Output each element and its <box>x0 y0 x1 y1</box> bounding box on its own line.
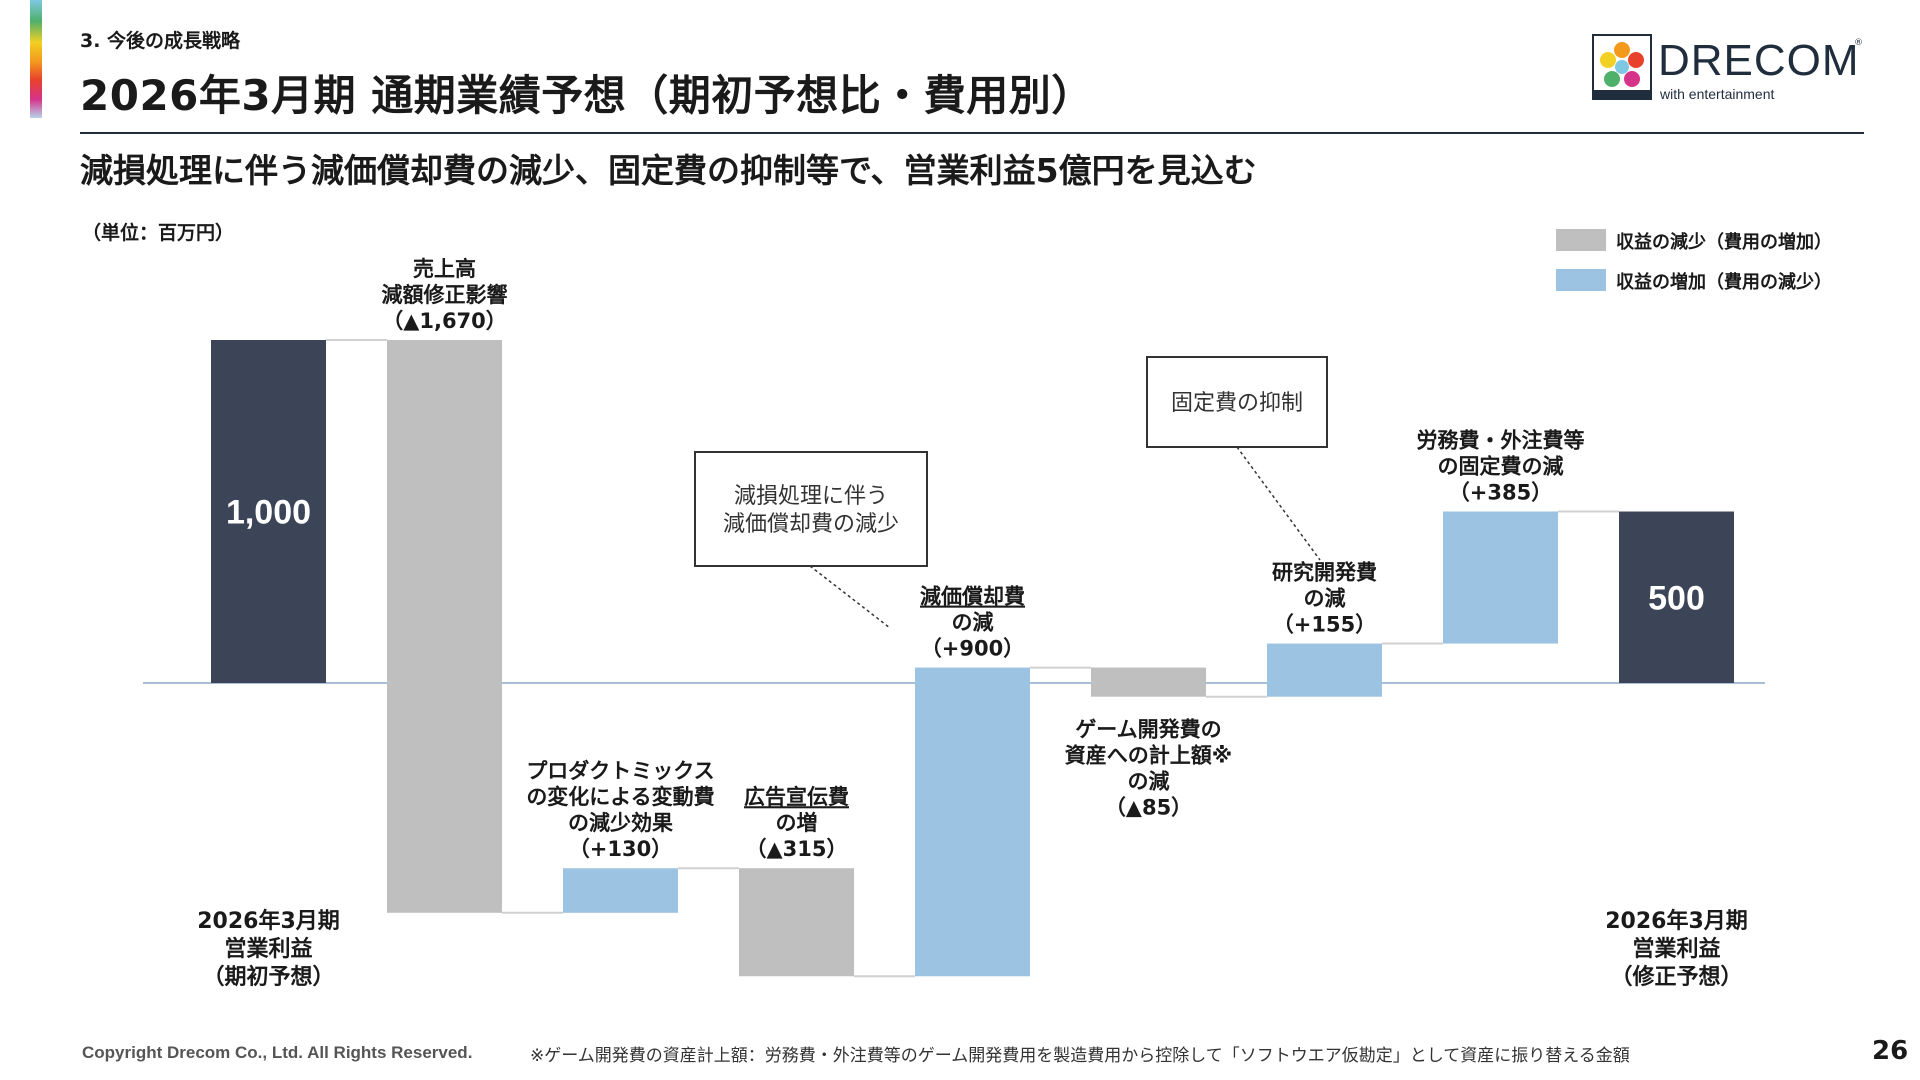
page-subtitle: 減損処理に伴う減価償却費の減少、固定費の抑制等で、営業利益5億円を見込む <box>80 151 1257 190</box>
bar-capex <box>1091 667 1206 697</box>
logo-registered-mark: ® <box>1854 38 1863 48</box>
flower-logo-icon <box>1592 34 1652 100</box>
label-capex-3: （▲85） <box>1105 796 1192 820</box>
axis-label-start-1: 営業利益 <box>224 936 312 962</box>
footnote: ※ゲーム開発費の資産計上額：労務費・外注費等のゲーム開発費用を製造費用から控除し… <box>530 1046 1630 1066</box>
bar-labor <box>1443 511 1558 644</box>
callout-box-0 <box>694 451 928 567</box>
axis-label-start-0: 2026年3月期 <box>197 908 340 934</box>
label-mix-0: プロダクトミックス <box>526 759 714 783</box>
brand-color-strip <box>30 0 42 118</box>
legend-increase-label: 収益の増加（費用の減少） <box>1616 272 1832 293</box>
callout-leader-0 <box>809 565 891 629</box>
label-labor-0: 労務費・外注費等 <box>1417 429 1585 453</box>
axis-label-end-2: （修正予想） <box>1610 964 1742 990</box>
page-title: 2026年3月期 通期業績予想（期初予想比・費用別） <box>80 71 1094 120</box>
legend-decrease-label: 収益の減少（費用の増加） <box>1616 232 1832 253</box>
label-depr-0: 減価償却費 <box>920 585 1025 609</box>
label-depr-2: （+900） <box>921 637 1024 661</box>
logo-wordmark: DRECOM <box>1658 36 1860 85</box>
axis-label-start-2: （期初予想） <box>202 964 334 990</box>
label-mix-1: の変化による変動費 <box>526 785 714 809</box>
logo-tagline: with entertainment <box>1660 86 1775 102</box>
value-label-start: 1,000 <box>226 494 311 532</box>
unit-label: （単位：百万円） <box>82 222 235 244</box>
label-rnd-1: の減 <box>1304 587 1346 611</box>
label-depr-1: の減 <box>952 611 994 635</box>
label-labor-2: （+385） <box>1449 481 1552 505</box>
label-labor-1: の固定費の減 <box>1438 455 1564 479</box>
label-ads-2: （▲315） <box>746 837 848 861</box>
callout-box-1 <box>1146 356 1328 448</box>
label-mix-3: （+130） <box>569 837 672 861</box>
callout-leader-1 <box>1236 446 1321 561</box>
drecom-logo: DRECOM ® with entertainment <box>1592 34 1864 104</box>
label-capex-2: の減 <box>1128 770 1170 794</box>
page-number: 26 <box>1872 1036 1909 1066</box>
bar-ads <box>739 868 854 977</box>
bar-rnd <box>1267 643 1382 697</box>
label-sales-2: （▲1,670） <box>382 309 507 333</box>
bar-depr <box>915 667 1030 977</box>
label-sales-0: 売上高 <box>413 257 476 281</box>
label-capex-1: 資産への計上額※ <box>1065 744 1232 768</box>
bar-mix <box>563 868 678 913</box>
section-label: 3. 今後の成長戦略 <box>80 30 241 52</box>
label-sales-1: 減額修正影響 <box>382 283 508 307</box>
copyright: Copyright Drecom Co., Ltd. All Rights Re… <box>82 1043 473 1062</box>
title-divider <box>80 132 1864 134</box>
legend-decrease: 収益の減少（費用の増加） <box>1556 227 1896 253</box>
axis-label-end-0: 2026年3月期 <box>1605 908 1748 934</box>
legend-increase: 収益の増加（費用の減少） <box>1556 267 1896 293</box>
callout-text-0-0: 減損処理に伴う <box>734 484 888 509</box>
callout-text-1-0: 固定費の抑制 <box>1171 391 1303 416</box>
label-rnd-2: （+155） <box>1273 613 1376 637</box>
legend-increase-swatch <box>1556 269 1606 291</box>
bar-end <box>1619 511 1734 683</box>
callout-text-0-1: 減価償却費の減少 <box>723 512 899 537</box>
legend-decrease-swatch <box>1556 229 1606 251</box>
label-ads-0: 広告宣伝費 <box>744 785 849 809</box>
label-rnd-0: 研究開発費 <box>1272 561 1377 585</box>
value-label-end: 500 <box>1648 579 1705 617</box>
bar-start <box>211 340 326 683</box>
axis-label-end-1: 営業利益 <box>1632 936 1720 962</box>
bar-sales <box>387 340 502 913</box>
label-capex-0: ゲーム開発費の <box>1075 718 1221 742</box>
label-ads-1: の増 <box>776 811 818 835</box>
label-mix-2: の減少効果 <box>568 811 673 835</box>
